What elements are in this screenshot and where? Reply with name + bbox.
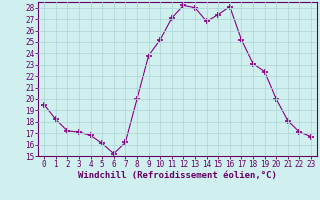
X-axis label: Windchill (Refroidissement éolien,°C): Windchill (Refroidissement éolien,°C) bbox=[78, 171, 277, 180]
